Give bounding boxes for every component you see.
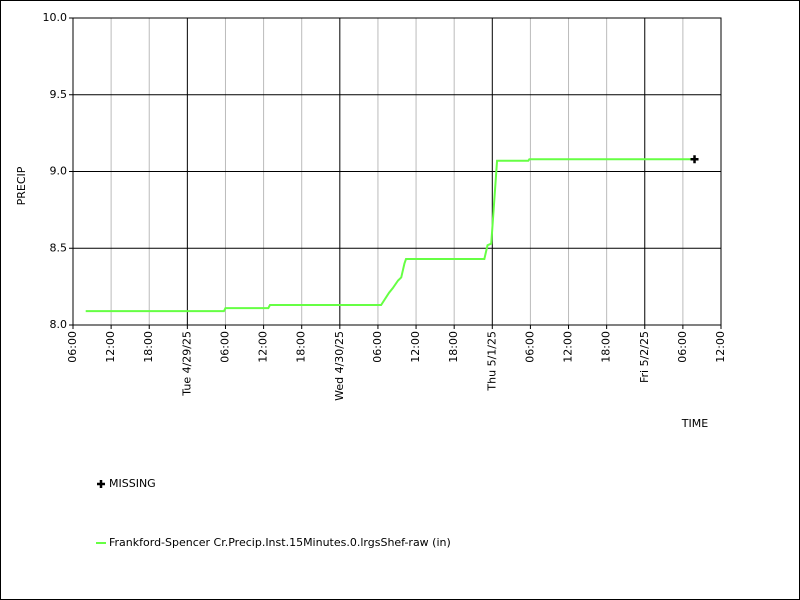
legend-label: MISSING — [109, 477, 156, 490]
y-tick-label: 9.0 — [50, 165, 68, 178]
y-axis-label: PRECIP — [15, 166, 28, 205]
x-tick-label: Wed 4/30/25 — [333, 331, 346, 401]
x-tick-label: 06:00 — [66, 331, 79, 363]
x-tick-label: Tue 4/29/25 — [180, 331, 193, 397]
y-tick-label: 10.0 — [43, 11, 68, 24]
x-tick-label: 18:00 — [600, 331, 613, 363]
x-tick-label: 12:00 — [562, 331, 575, 363]
x-tick-label: 18:00 — [447, 331, 460, 363]
missing-marker — [690, 155, 699, 164]
x-axis-label: TIME — [681, 417, 708, 430]
data-line — [85, 158, 695, 313]
x-tick-label: 06:00 — [218, 331, 231, 363]
plot-border — [72, 17, 722, 326]
x-tick-label: 06:00 — [523, 331, 536, 363]
x-tick-label: 18:00 — [142, 331, 155, 363]
y-tick-label: 9.5 — [50, 88, 68, 101]
x-tick-label: Thu 5/1/25 — [485, 331, 498, 392]
x-tick-label: Fri 5/2/25 — [638, 331, 651, 383]
x-tick-label: 12:00 — [104, 331, 117, 363]
x-tick-label: 06:00 — [676, 331, 689, 363]
legend-symbol — [97, 480, 105, 488]
legend-label: Frankford-Spencer Cr.Precip.Inst.15Minut… — [109, 536, 451, 549]
x-tick-label: 18:00 — [295, 331, 308, 363]
x-tick-label: 12:00 — [714, 331, 727, 363]
x-tick-label: 12:00 — [409, 331, 422, 363]
y-tick-label: 8.5 — [50, 241, 68, 254]
y-tick-label: 8.0 — [50, 318, 68, 331]
x-tick-label: 06:00 — [371, 331, 384, 363]
x-tick-label: 12:00 — [257, 331, 270, 363]
